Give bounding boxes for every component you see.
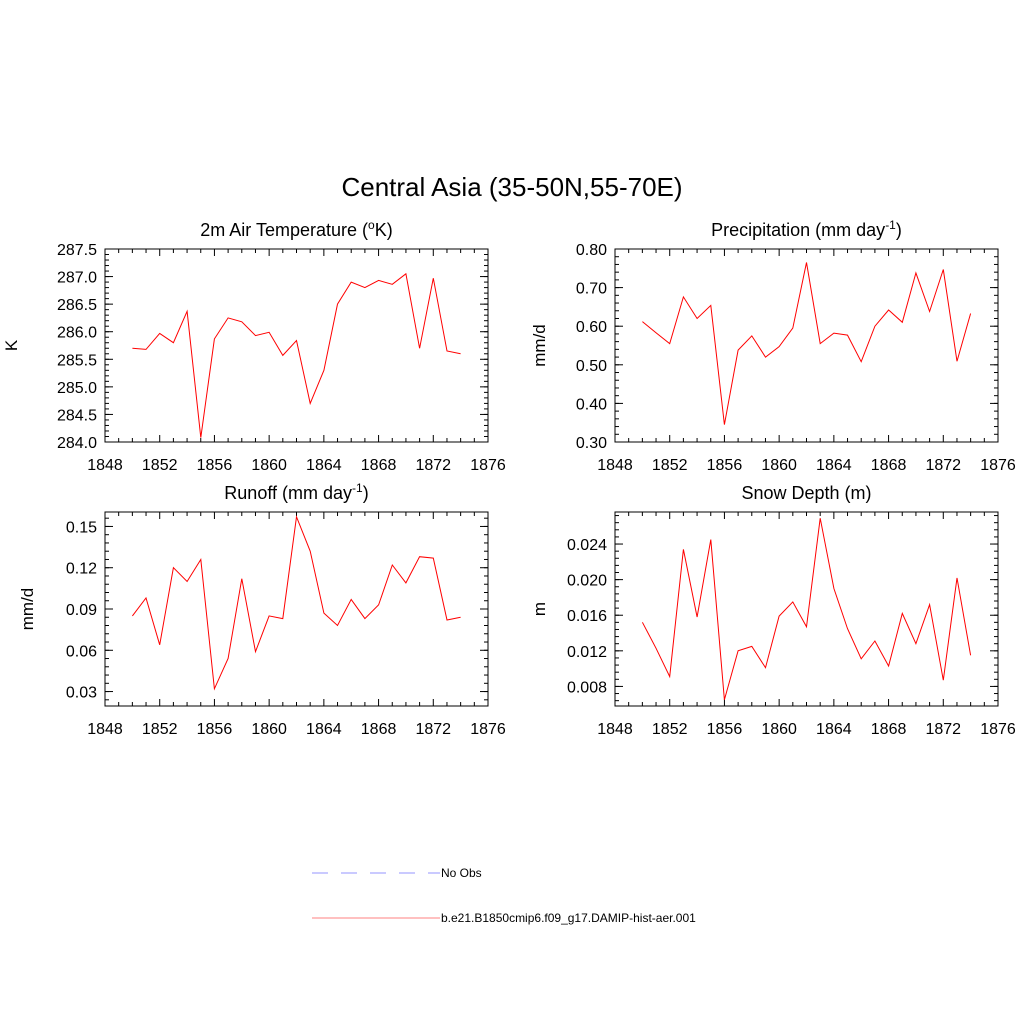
panel-temperature: 2m Air Temperature (oK) 1848 1852 1856 1860 1…: [2, 218, 506, 474]
y-tick-label: 284.0: [57, 435, 97, 452]
legend-label-no-obs: No Obs: [441, 866, 482, 880]
x-tick-label: 1860: [761, 457, 797, 474]
x-tick-label: 1848: [87, 457, 123, 474]
x-tick-label: 1848: [597, 457, 633, 474]
x-tick-label: 1856: [707, 721, 743, 738]
x-tick-label: 1876: [470, 721, 506, 738]
panel-precipitation: Precipitation (mm day-1) 1848 1852 1856 1860…: [530, 218, 1016, 474]
legend: No Obs b.e21.B1850cmip6.f09_g17.DAMIP-hi…: [312, 866, 696, 925]
y-tick-label: 0.60: [576, 319, 607, 336]
y-tick-label: 0.50: [576, 358, 607, 375]
x-tick-label: 1876: [470, 457, 506, 474]
y-axis-label: mm/d: [530, 324, 549, 367]
x-tick-label: 1876: [980, 457, 1016, 474]
y-tick-label: 0.008: [567, 679, 607, 696]
x-tick-label: 1872: [415, 457, 451, 474]
x-tick-label: 1876: [980, 721, 1016, 738]
y-tick-label: 0.12: [66, 561, 97, 578]
x-tick-label: 1872: [415, 721, 451, 738]
y-tick-label: 286.0: [57, 325, 97, 342]
x-tick-label: 1864: [306, 721, 342, 738]
x-tick-label: 1848: [87, 721, 123, 738]
y-tick-label: 0.03: [66, 685, 97, 702]
y-tick-label: 0.016: [567, 608, 607, 625]
x-tick-label: 1868: [361, 457, 397, 474]
y-tick-label: 0.40: [576, 396, 607, 413]
x-tick-label: 1860: [251, 721, 287, 738]
main-title: Central Asia (35-50N,55-70E): [341, 172, 682, 202]
y-tick-label: 0.020: [567, 573, 607, 590]
x-tick-label: 1852: [142, 721, 178, 738]
y-tick-label: 0.30: [576, 435, 607, 452]
panel-title: Precipitation (mm day-1): [711, 218, 902, 240]
y-tick-label: 0.80: [576, 242, 607, 259]
x-tick-label: 1856: [197, 457, 233, 474]
y-tick-label: 0.09: [66, 602, 97, 619]
x-tick-label: 1860: [251, 457, 287, 474]
plot-frame: [614, 511, 999, 707]
x-tick-label: 1868: [361, 721, 397, 738]
panel-title: 2m Air Temperature (oK): [200, 218, 392, 240]
panel-title: Runoff (mm day-1): [224, 481, 368, 503]
series-line-snow-depth: [641, 518, 972, 700]
y-axis-label: m: [530, 602, 549, 616]
y-axis-label: mm/d: [18, 588, 37, 631]
x-tick-label: 1856: [197, 721, 233, 738]
y-tick-label: 0.012: [567, 644, 607, 661]
x-tick-label: 1868: [871, 457, 907, 474]
x-tick-label: 1848: [597, 721, 633, 738]
panels: 2m Air Temperature (oK) 1848 1852 1856 1860 1…: [2, 218, 1016, 738]
y-tick-label: 285.0: [57, 380, 97, 397]
x-tick-label: 1872: [925, 457, 961, 474]
panel-runoff: Runoff (mm day-1) 1848 1852 1856 1860 1864 186…: [18, 481, 506, 738]
series-line-precipitation: [642, 262, 972, 425]
x-tick-label: 1864: [306, 457, 342, 474]
y-tick-label: 0.024: [567, 537, 607, 554]
x-tick-label: 1860: [761, 721, 797, 738]
x-tick-label: 1852: [142, 457, 178, 474]
plot-frame: [104, 248, 489, 443]
panel-title: Snow Depth (m): [741, 483, 871, 503]
y-tick-label: 0.06: [66, 643, 97, 660]
y-tick-label: 285.5: [57, 352, 97, 369]
panel-snow-depth: Snow Depth (m) 1848 1852 1856 1860 1864 1868 18…: [530, 483, 1016, 738]
y-tick-label: 284.5: [57, 407, 97, 424]
plot-frame: [104, 511, 489, 707]
x-tick-label: 1856: [707, 457, 743, 474]
series-line-runoff: [132, 514, 461, 691]
x-tick-label: 1864: [816, 457, 852, 474]
y-tick-label: 0.15: [66, 519, 97, 536]
series-line-temperature: [132, 272, 461, 438]
y-tick-label: 287.5: [57, 242, 97, 259]
y-tick-label: 286.5: [57, 297, 97, 314]
x-tick-label: 1852: [652, 721, 688, 738]
legend-label-model: b.e21.B1850cmip6.f09_g17.DAMIP-hist-aer.…: [441, 911, 696, 925]
x-tick-label: 1852: [652, 457, 688, 474]
y-axis-label: K: [2, 339, 21, 351]
y-tick-label: 287.0: [57, 270, 97, 287]
x-tick-label: 1864: [816, 721, 852, 738]
x-tick-label: 1872: [925, 721, 961, 738]
y-tick-label: 0.70: [576, 281, 607, 298]
x-tick-label: 1868: [871, 721, 907, 738]
